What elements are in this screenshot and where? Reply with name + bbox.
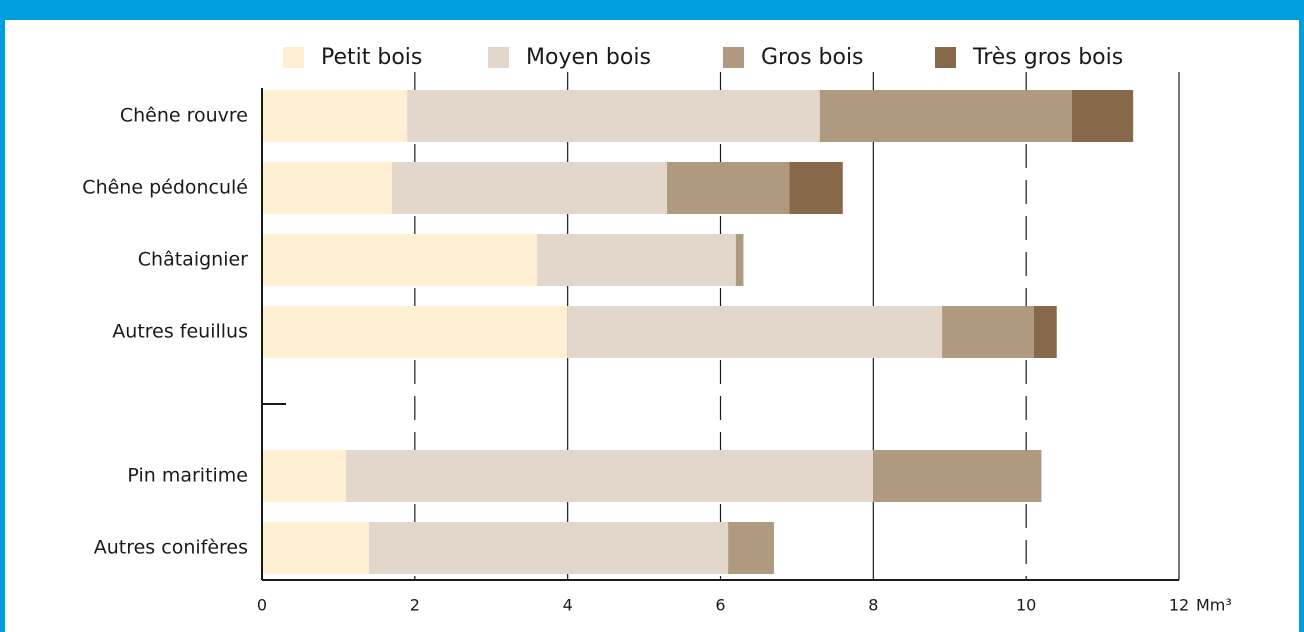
frame-left (0, 0, 5, 632)
legend-label: Très gros bois (972, 45, 1123, 70)
x-tick-label: 0 (257, 596, 267, 615)
bar-segment (1033, 306, 1057, 358)
y-tick-label: Chêne pédonculé (82, 177, 248, 199)
legend-swatch (283, 47, 304, 68)
bar-segment (667, 162, 790, 214)
bar-segment (262, 162, 392, 214)
y-tick-label: Chêne rouvre (120, 105, 248, 127)
bar-segment (346, 450, 874, 502)
bar-segment (735, 234, 744, 286)
x-tick-label: 4 (563, 596, 573, 615)
legend-swatch (488, 47, 509, 68)
bar-segment (407, 90, 820, 142)
bar-segment (567, 306, 943, 358)
bar-segment (873, 450, 1042, 502)
frame-right (1299, 0, 1304, 632)
legend-label: Moyen bois (526, 45, 651, 70)
x-tick-label: 12 (1169, 596, 1189, 615)
bar-segment (262, 234, 538, 286)
bar-segment (262, 450, 347, 502)
bar-segment (391, 162, 668, 214)
bar-segment (942, 306, 1034, 358)
bar-segment (789, 162, 843, 214)
y-tick-label: Pin maritime (127, 465, 248, 487)
bar-segment (262, 306, 568, 358)
bar-segment (1072, 90, 1134, 142)
legend-swatch (723, 47, 744, 68)
legend-label: Petit bois (321, 45, 422, 70)
bar-segment (262, 90, 408, 142)
x-tick-label: 2 (410, 596, 420, 615)
bar-segment (368, 522, 729, 574)
x-unit: Mm³ (1196, 596, 1232, 615)
x-tick-label: 6 (715, 596, 725, 615)
y-tick-label: Autres feuillus (112, 321, 248, 343)
y-tick-label: Châtaignier (138, 249, 248, 271)
bar-segment (819, 90, 1073, 142)
x-tick-label: 8 (868, 596, 878, 615)
legend-label: Gros bois (761, 45, 864, 70)
bar-segment (262, 522, 369, 574)
legend-swatch (935, 47, 956, 68)
bar-segment (728, 522, 774, 574)
y-tick-label: Autres conifères (94, 537, 248, 559)
x-tick-label: 10 (1016, 596, 1036, 615)
bar-segment (537, 234, 736, 286)
header-bar (0, 0, 1304, 20)
